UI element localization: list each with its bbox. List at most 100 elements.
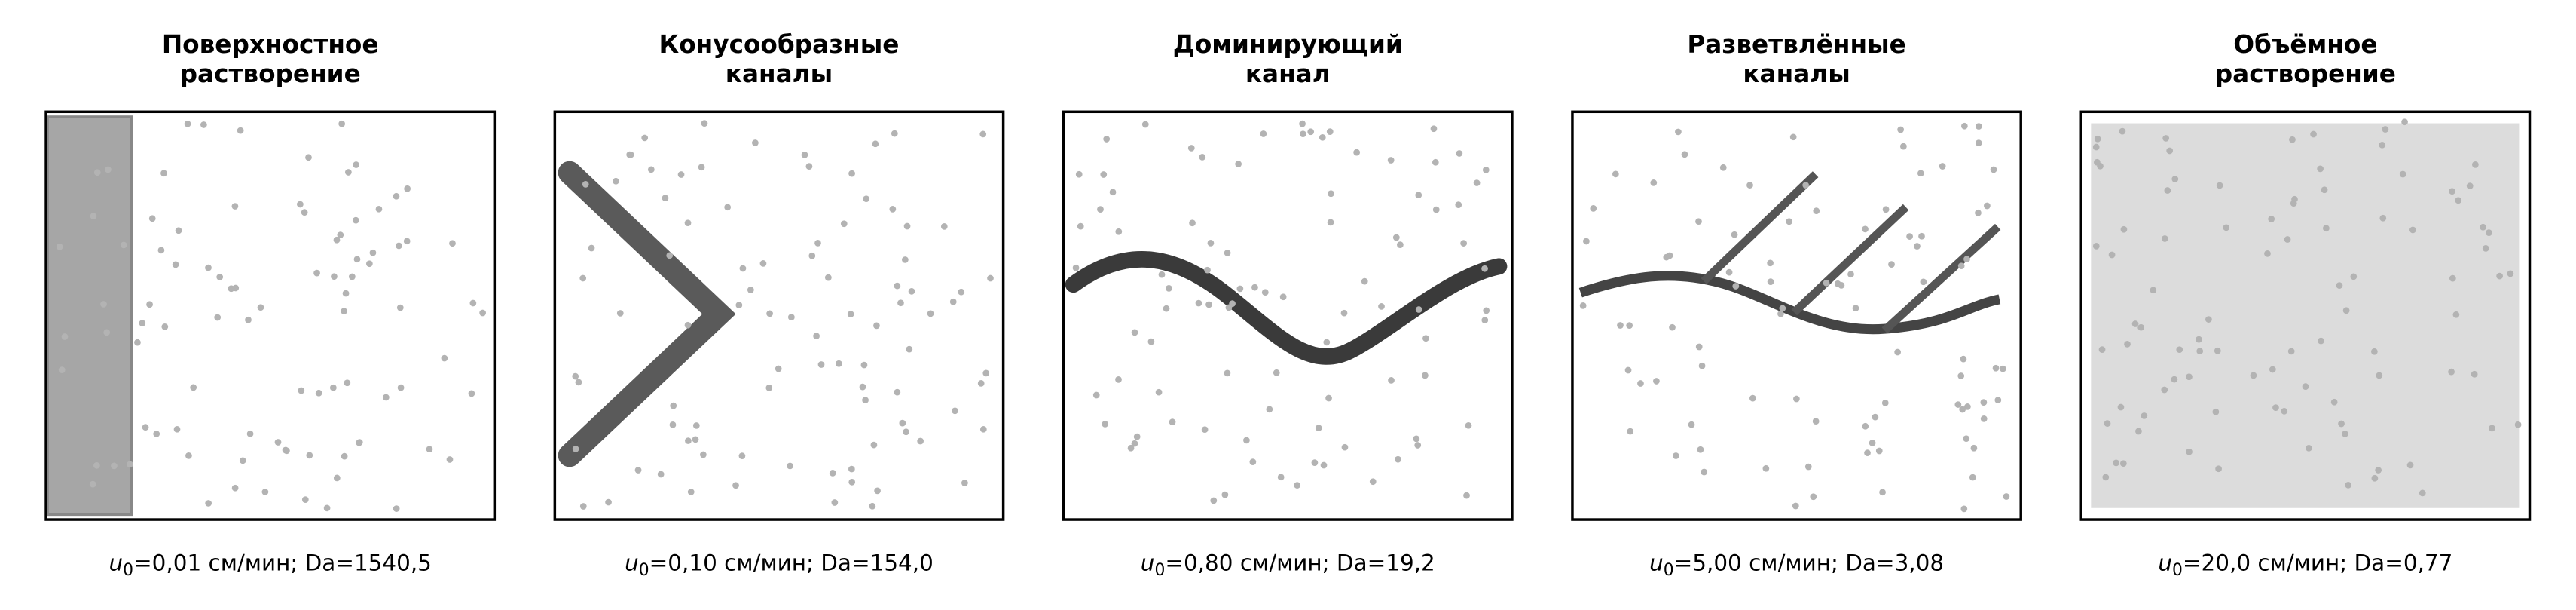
grain-dot (1483, 307, 1490, 314)
grain-dot (1299, 120, 1306, 127)
grain-dot (1413, 435, 1420, 443)
grain-dot (375, 205, 383, 213)
grain-dot (2117, 403, 2125, 411)
grain-dot (2379, 141, 2386, 149)
grain-dot (1869, 440, 1876, 446)
grain-dot (468, 390, 475, 397)
grain-dot (666, 252, 674, 259)
grain-dot (626, 151, 634, 158)
grain-dot (1960, 505, 1968, 513)
grain-dot (205, 500, 212, 507)
grain-dot (1432, 158, 1439, 166)
grain-dot (1455, 201, 1462, 208)
grain-dot (56, 243, 63, 250)
grain-dot (1319, 133, 1326, 141)
grain-dot (872, 140, 879, 148)
grain-dot (1378, 303, 1385, 310)
panel-frame (1062, 110, 1514, 521)
grain-dot (382, 394, 390, 401)
panel-title: растворение (2215, 60, 2396, 88)
grain-dot (788, 314, 795, 320)
grain-dot (2214, 347, 2221, 354)
grain-dot (701, 120, 708, 127)
branch-channel (1791, 204, 1909, 316)
grain-dot (1881, 399, 1889, 406)
grain-dot (647, 166, 655, 173)
grain-dot (1131, 440, 1138, 447)
grain-dot (2375, 467, 2382, 474)
grain-dot (1792, 502, 1799, 510)
grain-dot (1920, 278, 1927, 286)
grain-dot (2164, 187, 2171, 194)
grain-dot (257, 304, 264, 311)
grain-dot (2113, 459, 2119, 467)
grain-dot (2496, 272, 2503, 280)
grain-dot (2216, 182, 2223, 189)
grain-dot (172, 261, 179, 268)
grain-dot (1127, 444, 1135, 452)
grain-dot (735, 302, 743, 308)
grain-dot (1669, 323, 1676, 331)
grain-dot (961, 480, 968, 486)
grain-dot (979, 130, 987, 138)
panel-title: Поверхностное (162, 30, 379, 59)
grain-dot (2336, 282, 2343, 289)
grain-dot (2480, 223, 2486, 231)
grain-dot (670, 402, 677, 409)
grain-dot (333, 236, 341, 244)
grain-dot (765, 385, 773, 391)
grain-dot (1882, 206, 1890, 213)
grain-dot (120, 241, 127, 249)
grain-dot (1388, 377, 1395, 384)
grain-dot (146, 301, 153, 308)
grain-dot (58, 366, 66, 373)
grain-dot (228, 285, 235, 293)
grain-dot (2338, 420, 2345, 428)
grain-dot (1465, 421, 1472, 429)
main-channel (1578, 271, 2001, 335)
grain-dot (1277, 474, 1285, 481)
grain-dot (738, 452, 746, 460)
grain-dot (1697, 446, 1704, 453)
grain-dot (2102, 474, 2110, 481)
grain-dot (2104, 420, 2111, 427)
grain-dot (2176, 346, 2183, 354)
grain-dot (1243, 437, 1250, 444)
grain-dot (1957, 372, 1965, 379)
grain-dot (341, 308, 347, 314)
grain-dot (891, 130, 898, 137)
grain-dot (2092, 242, 2100, 250)
grain-dot (1115, 376, 1122, 383)
grain-dot (808, 252, 816, 259)
grain-dot (2162, 135, 2170, 142)
grain-dot (449, 240, 456, 247)
grain-dot (862, 397, 869, 404)
grain-dot (889, 206, 897, 213)
grain-dot (283, 447, 290, 455)
grain-dot (1847, 271, 1854, 278)
grain-dot (1249, 458, 1257, 465)
grain-dot (298, 387, 305, 394)
grain-dot (1698, 362, 1706, 369)
grain-dot (897, 299, 904, 307)
grain-dot (1221, 491, 1229, 498)
grain-dot (341, 452, 348, 460)
caption-symbol: u (2158, 550, 2172, 576)
grain-dot (331, 273, 338, 280)
panel-caption: u0=0,10 см/мин; Da=154,0 (625, 550, 934, 581)
grain-dot (677, 171, 685, 178)
grain-dot (2097, 162, 2104, 170)
grain-dot (1990, 166, 1997, 173)
grain-dot (111, 462, 118, 470)
panel-title: каналы (726, 60, 833, 88)
panel-box (1062, 110, 1514, 521)
grain-dot (1732, 283, 1740, 290)
grain-dot (927, 310, 934, 317)
grain-dot (1823, 279, 1830, 287)
grain-dot (1340, 309, 1348, 317)
grain-dot (1387, 157, 1395, 164)
